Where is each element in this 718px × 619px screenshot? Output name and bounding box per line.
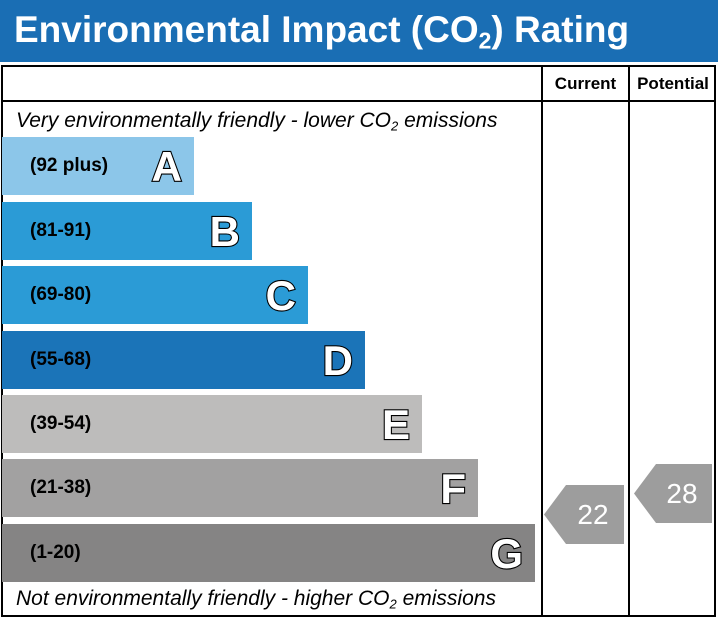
band-d: (55-68) D (2, 331, 365, 389)
band-letter: E (381, 400, 411, 449)
band-range-label: (1-20) (30, 542, 81, 563)
band-range-label: (81-91) (30, 220, 92, 241)
band-f: (21-38) F (2, 459, 478, 517)
divider-current (541, 65, 543, 617)
potential-column-header: Potential (637, 74, 709, 93)
potential-rating-value: 28 (666, 477, 698, 509)
header-bar: Environmental Impact (CO2) Rating (0, 0, 718, 62)
band-letter: F (439, 464, 467, 513)
band-range-label: (21-38) (30, 477, 92, 498)
band-a: (92 plus) A (2, 137, 194, 195)
band-letter: C (265, 271, 298, 320)
bottom-note: Not environmentally friendly - higher CO… (16, 587, 496, 612)
potential-rating-indicator: 28 (634, 464, 712, 523)
band-b: (81-91) B (2, 202, 252, 260)
potential-arrow-shape (634, 464, 712, 523)
band-letter: G (489, 529, 524, 578)
band-g: (1-20) G (2, 524, 535, 582)
band-range-label: (39-54) (30, 413, 92, 434)
band-c: (69-80) C (2, 266, 308, 324)
band-range-label: (55-68) (30, 349, 92, 370)
chart-title: Environmental Impact (CO2) Rating (14, 9, 630, 54)
band-e: (39-54) E (2, 395, 422, 453)
band-letter: D (322, 336, 355, 385)
divider-potential (628, 65, 630, 617)
band-range-label: (69-80) (30, 284, 92, 305)
current-arrow-shape (544, 485, 624, 544)
band-range-label: (92 plus) (30, 155, 109, 176)
current-rating-value: 22 (577, 498, 609, 530)
top-note: Very environmentally friendly - lower CO… (16, 109, 498, 134)
band-letter: A (151, 142, 184, 191)
header-row-divider (1, 100, 716, 102)
band-letter: B (209, 207, 242, 256)
current-column-header: Current (554, 74, 617, 93)
current-rating-indicator: 22 (544, 485, 624, 544)
